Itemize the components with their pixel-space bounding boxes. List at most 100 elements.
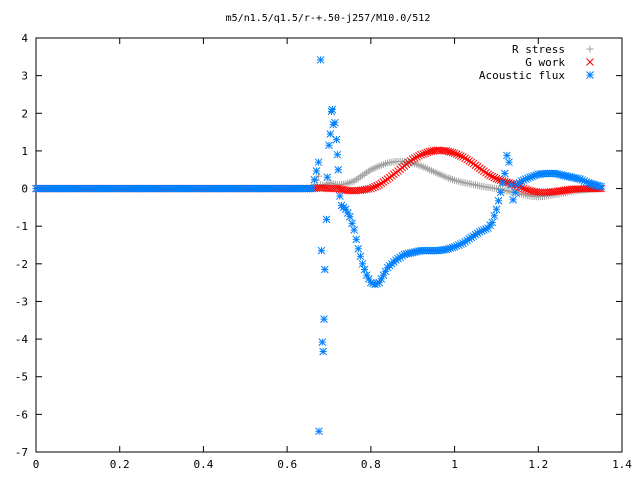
data-point [319, 347, 327, 356]
data-point [408, 155, 417, 164]
chart-title: m5/n1.5/q1.5/r-+.50-j257/M10.0/512 [226, 13, 431, 24]
data-point [354, 244, 363, 253]
y-tick-label: -3 [15, 295, 28, 308]
data-point [448, 148, 457, 157]
data-point [486, 171, 495, 180]
data-point [465, 157, 474, 165]
legend-marker [586, 45, 594, 53]
plot-area: 0 0.2 0.4 0.6 0.8 1 1.2 1.4 4 3 2 1 0 -1 -2 -3 -4 -5 -6 -7 R… [15, 32, 633, 471]
y-tick-label: 4 [21, 32, 28, 45]
data-point [410, 154, 419, 162]
data-point [492, 174, 501, 183]
data-point [494, 196, 503, 205]
data-point [312, 167, 321, 175]
data-point [364, 185, 373, 193]
data-point [459, 153, 467, 161]
plot-frame [35, 37, 623, 453]
data-point [597, 182, 605, 191]
data-point [484, 170, 492, 179]
data-point [332, 135, 341, 144]
data-point [322, 215, 331, 224]
data-point [371, 182, 379, 191]
y-tick-label: -7 [15, 446, 28, 459]
data-point [519, 184, 528, 193]
legend-label: G work [525, 56, 565, 69]
data-point [328, 105, 337, 114]
data-point [456, 152, 465, 160]
data-point [315, 427, 323, 436]
data-point [488, 172, 497, 181]
data-point [584, 184, 593, 193]
data-point [331, 118, 339, 127]
data-point [463, 155, 471, 164]
data-point [336, 192, 344, 200]
data-point [521, 185, 530, 194]
data-point [356, 252, 365, 261]
data-point [452, 150, 461, 158]
data-point [369, 183, 377, 192]
x-tick-label: 0.4 [193, 458, 213, 471]
series-acoustic-flux [32, 55, 605, 436]
data-point [352, 235, 361, 244]
y-tick-label: 2 [21, 107, 28, 120]
data-point [503, 151, 511, 160]
legend-marker [586, 71, 594, 79]
x-tick-label: 1.4 [612, 458, 632, 471]
y-tick-label: -1 [15, 220, 28, 233]
data-point [315, 172, 323, 180]
y-tick-label: -6 [15, 408, 28, 421]
data-point [348, 219, 356, 228]
y-tick-label: 1 [21, 145, 28, 158]
y-tick-label: -5 [15, 371, 28, 384]
data-point [334, 165, 343, 174]
data-point [454, 151, 463, 159]
data-point [320, 265, 329, 274]
legend-label: Acoustic flux [479, 69, 565, 82]
x-tick-label: 1.2 [528, 458, 548, 471]
data-point [496, 188, 505, 197]
y-tick-label: 0 [21, 183, 28, 196]
data-point [350, 226, 358, 234]
x-tick-label: 0 [33, 458, 40, 471]
y-tick-label: -2 [15, 258, 28, 271]
data-point [488, 218, 497, 227]
legend-label: R stress [512, 43, 565, 56]
data-point [500, 169, 509, 178]
y-tick-label: 3 [21, 70, 28, 83]
data-point [419, 150, 428, 158]
data-point [492, 205, 501, 214]
data-point [450, 149, 459, 158]
data-point [325, 141, 333, 150]
data-point [461, 154, 469, 163]
x-tick-label: 0.8 [361, 458, 381, 471]
data-point [333, 150, 342, 159]
data-point [320, 315, 328, 323]
x-tick-label: 1 [451, 458, 458, 471]
x-tick-label: 0.2 [110, 458, 130, 471]
data-point [413, 153, 421, 161]
data-point [417, 150, 425, 159]
data-point [415, 151, 423, 160]
data-point [316, 55, 325, 64]
data-point [494, 175, 503, 184]
data-point [314, 158, 323, 167]
legend-marker [586, 58, 594, 66]
data-point [346, 212, 354, 221]
data-point [317, 246, 326, 255]
data-point [323, 173, 332, 182]
data-point [509, 195, 518, 204]
data-point [498, 179, 507, 187]
data-point [507, 180, 515, 189]
data-point [310, 175, 319, 184]
data-point [490, 211, 499, 220]
y-tick-label: -4 [15, 333, 29, 346]
data-point [421, 149, 430, 158]
data-point [318, 338, 327, 346]
data-point [367, 184, 375, 193]
data-point [308, 184, 317, 193]
data-point [373, 181, 381, 190]
data-point [490, 173, 499, 182]
x-tick-label: 0.6 [277, 458, 297, 471]
data-point [505, 158, 513, 167]
